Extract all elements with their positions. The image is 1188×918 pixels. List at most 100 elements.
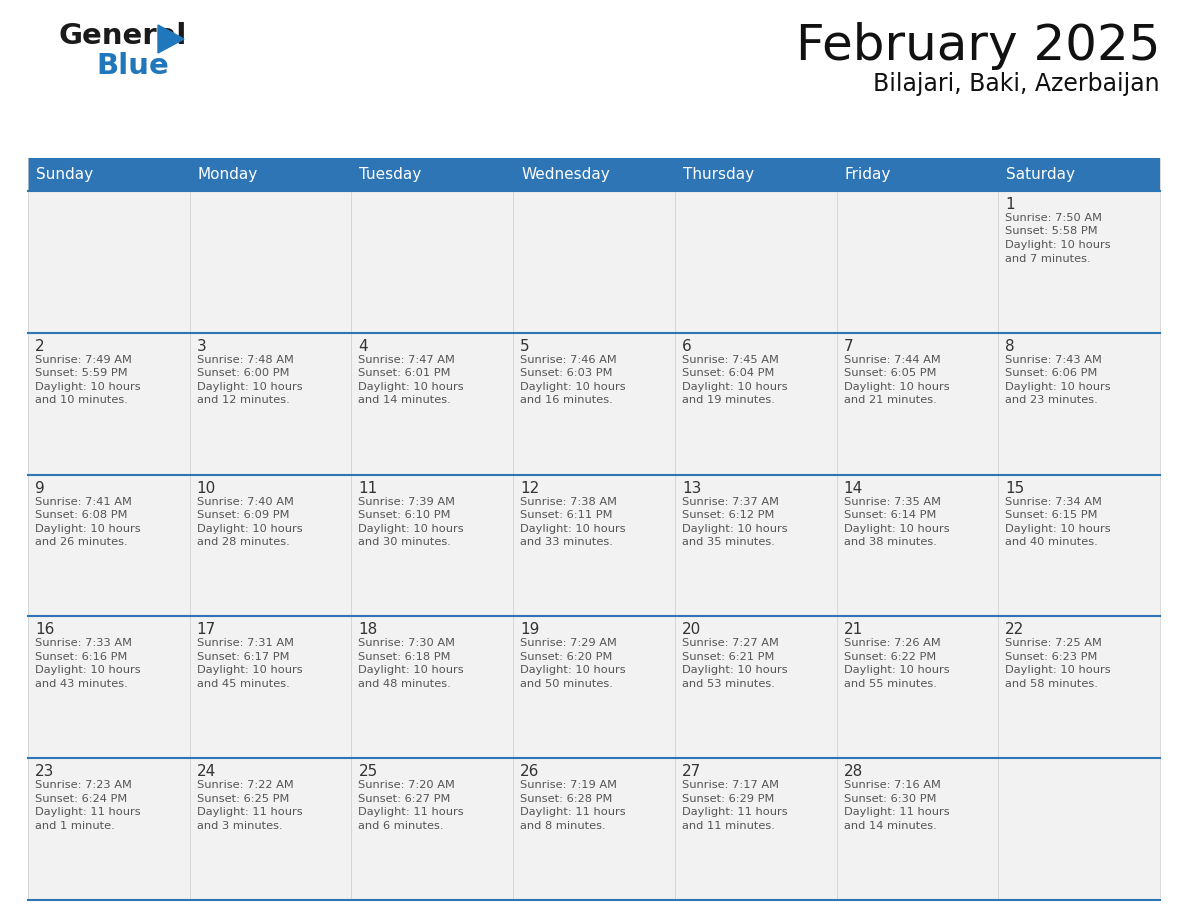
Text: and 11 minutes.: and 11 minutes. [682,821,775,831]
Text: Daylight: 10 hours: Daylight: 10 hours [197,666,302,676]
Text: Daylight: 10 hours: Daylight: 10 hours [359,382,465,392]
Text: Daylight: 10 hours: Daylight: 10 hours [1005,666,1111,676]
Text: 3: 3 [197,339,207,353]
Text: and 43 minutes.: and 43 minutes. [34,679,128,688]
Text: Daylight: 10 hours: Daylight: 10 hours [520,523,626,533]
Bar [190,616,352,758]
Text: 17: 17 [197,622,216,637]
Text: Sunset: 6:23 PM: Sunset: 6:23 PM [1005,652,1098,662]
Bar [29,191,190,333]
Text: Sunrise: 7:43 AM: Sunrise: 7:43 AM [1005,354,1102,364]
Bar [998,616,1159,758]
Text: 10: 10 [197,481,216,496]
Text: and 48 minutes.: and 48 minutes. [359,679,451,688]
Bar [513,333,675,475]
Bar [513,158,675,191]
Text: and 28 minutes.: and 28 minutes. [197,537,290,547]
Text: Daylight: 10 hours: Daylight: 10 hours [843,382,949,392]
Bar [836,158,998,191]
Bar [836,616,998,758]
Text: and 30 minutes.: and 30 minutes. [359,537,451,547]
Bar [836,191,998,333]
Text: 19: 19 [520,622,539,637]
Text: Sunset: 6:01 PM: Sunset: 6:01 PM [359,368,451,378]
Text: Sunset: 6:17 PM: Sunset: 6:17 PM [197,652,289,662]
Text: Blue: Blue [96,52,169,80]
Text: Sunset: 6:18 PM: Sunset: 6:18 PM [359,652,451,662]
Text: 2: 2 [34,339,45,353]
Text: 14: 14 [843,481,862,496]
Text: Sunset: 6:14 PM: Sunset: 6:14 PM [843,510,936,521]
Text: and 3 minutes.: and 3 minutes. [197,821,283,831]
Text: and 40 minutes.: and 40 minutes. [1005,537,1098,547]
Text: Daylight: 11 hours: Daylight: 11 hours [34,807,140,817]
Bar [675,333,836,475]
Text: Daylight: 10 hours: Daylight: 10 hours [682,666,788,676]
Text: 4: 4 [359,339,368,353]
Text: Sunset: 6:21 PM: Sunset: 6:21 PM [682,652,775,662]
Text: and 10 minutes.: and 10 minutes. [34,396,128,406]
Text: 5: 5 [520,339,530,353]
Text: Daylight: 11 hours: Daylight: 11 hours [197,807,302,817]
Text: 9: 9 [34,481,45,496]
Text: Sunrise: 7:40 AM: Sunrise: 7:40 AM [197,497,293,507]
Text: Daylight: 10 hours: Daylight: 10 hours [34,382,140,392]
Bar [998,191,1159,333]
Text: Daylight: 10 hours: Daylight: 10 hours [197,382,302,392]
Bar [352,475,513,616]
Text: Sunset: 6:20 PM: Sunset: 6:20 PM [520,652,613,662]
Bar [352,333,513,475]
Bar [352,758,513,900]
Bar [998,158,1159,191]
Text: Sunrise: 7:41 AM: Sunrise: 7:41 AM [34,497,132,507]
Text: and 38 minutes.: and 38 minutes. [843,537,936,547]
Bar [675,758,836,900]
Text: Daylight: 10 hours: Daylight: 10 hours [197,523,302,533]
Text: Sunset: 6:30 PM: Sunset: 6:30 PM [843,794,936,803]
Text: Wednesday: Wednesday [522,167,609,182]
Bar [675,191,836,333]
Text: Monday: Monday [197,167,258,182]
Text: Daylight: 10 hours: Daylight: 10 hours [682,523,788,533]
Text: Sunrise: 7:19 AM: Sunrise: 7:19 AM [520,780,617,790]
Text: 27: 27 [682,764,701,779]
Text: 23: 23 [34,764,55,779]
Text: Sunrise: 7:37 AM: Sunrise: 7:37 AM [682,497,779,507]
Text: Sunset: 6:22 PM: Sunset: 6:22 PM [843,652,936,662]
Text: 16: 16 [34,622,55,637]
Text: Sunrise: 7:45 AM: Sunrise: 7:45 AM [682,354,778,364]
Text: and 23 minutes.: and 23 minutes. [1005,396,1098,406]
Text: 15: 15 [1005,481,1024,496]
Text: Daylight: 10 hours: Daylight: 10 hours [682,382,788,392]
Text: and 14 minutes.: and 14 minutes. [843,821,936,831]
Bar [190,191,352,333]
Bar [29,333,190,475]
Text: Sunset: 6:24 PM: Sunset: 6:24 PM [34,794,127,803]
Text: Sunrise: 7:31 AM: Sunrise: 7:31 AM [197,638,293,648]
Text: 25: 25 [359,764,378,779]
Text: Tuesday: Tuesday [360,167,422,182]
Text: and 8 minutes.: and 8 minutes. [520,821,606,831]
Text: Sunset: 6:09 PM: Sunset: 6:09 PM [197,510,289,521]
Text: Sunrise: 7:30 AM: Sunrise: 7:30 AM [359,638,455,648]
Text: 11: 11 [359,481,378,496]
Text: and 58 minutes.: and 58 minutes. [1005,679,1098,688]
Text: General: General [58,22,187,50]
Text: Daylight: 10 hours: Daylight: 10 hours [520,666,626,676]
Text: Bilajari, Baki, Azerbaijan: Bilajari, Baki, Azerbaijan [873,72,1159,96]
Text: 22: 22 [1005,622,1024,637]
Text: 26: 26 [520,764,539,779]
Text: 18: 18 [359,622,378,637]
Text: and 1 minute.: and 1 minute. [34,821,115,831]
Text: Daylight: 10 hours: Daylight: 10 hours [843,523,949,533]
Bar [352,158,513,191]
Text: Sunrise: 7:48 AM: Sunrise: 7:48 AM [197,354,293,364]
Text: Sunrise: 7:16 AM: Sunrise: 7:16 AM [843,780,941,790]
Text: Daylight: 11 hours: Daylight: 11 hours [843,807,949,817]
Text: 21: 21 [843,622,862,637]
Text: 28: 28 [843,764,862,779]
Text: 12: 12 [520,481,539,496]
Bar [29,758,190,900]
Text: and 16 minutes.: and 16 minutes. [520,396,613,406]
Text: Daylight: 10 hours: Daylight: 10 hours [520,382,626,392]
